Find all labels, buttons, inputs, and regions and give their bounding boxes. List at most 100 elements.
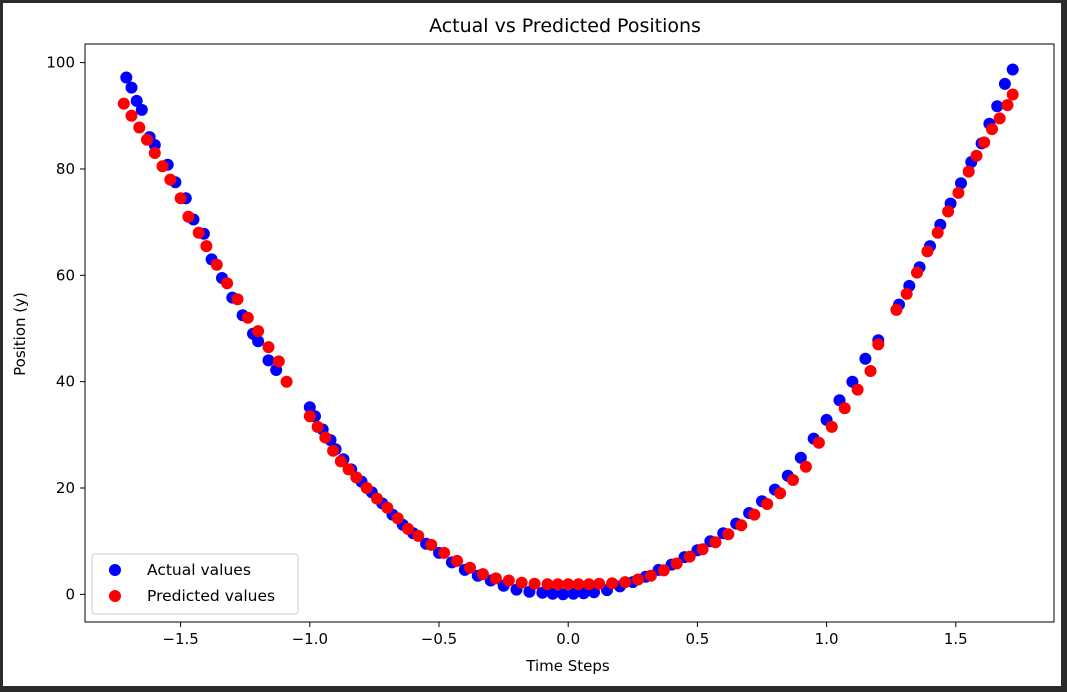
- predicted-point: [252, 325, 265, 338]
- predicted-point: [391, 512, 404, 525]
- predicted-point: [900, 287, 913, 300]
- actual-point: [303, 401, 316, 414]
- predicted-point: [528, 577, 541, 590]
- predicted-point: [371, 492, 383, 505]
- predicted-point: [582, 578, 595, 591]
- predicted-point: [350, 471, 363, 484]
- actual-point: [262, 354, 275, 367]
- y-tick-label: 60: [56, 266, 75, 284]
- x-tick-label: −0.5: [421, 630, 457, 648]
- predicted-point: [476, 568, 489, 581]
- x-tick-label: −1.5: [162, 630, 198, 648]
- predicted-point: [593, 577, 606, 590]
- predicted-point: [864, 365, 877, 377]
- predicted-point: [125, 109, 138, 122]
- predicted-point: [334, 455, 347, 468]
- actual-point: [991, 100, 1004, 113]
- predicted-point: [572, 578, 585, 591]
- actual-point: [120, 71, 133, 84]
- predicted-point: [722, 528, 735, 541]
- predicted-point: [683, 550, 696, 563]
- legend-marker-predicted: [109, 590, 121, 602]
- predicted-point: [606, 577, 619, 590]
- actual-point: [998, 77, 1011, 90]
- predicted-point: [425, 538, 438, 551]
- predicted-point: [670, 557, 683, 570]
- predicted-point: [942, 205, 955, 218]
- y-axis-label: Position (y): [11, 292, 29, 376]
- predicted-point: [644, 569, 657, 582]
- figure-canvas: Actual vs Predicted Positions −1.5 −1.0 −0…: [3, 3, 1061, 686]
- predicted-point: [799, 460, 812, 473]
- x-tick-label: 0.5: [685, 630, 709, 648]
- actual-point: [794, 451, 807, 464]
- predicted-point: [562, 578, 575, 591]
- predicted-point: [1001, 99, 1014, 112]
- x-tick-label: 1.5: [944, 630, 968, 648]
- predicted-point: [164, 173, 177, 186]
- predicted-point: [735, 519, 748, 532]
- predicted-point: [182, 210, 195, 223]
- predicted-point: [464, 561, 476, 574]
- x-tick-label: 1.0: [815, 630, 839, 648]
- predicted-point: [156, 160, 169, 173]
- predicted-point: [911, 266, 923, 279]
- predicted-point: [761, 498, 774, 510]
- predicted-point: [451, 554, 464, 567]
- predicted-point: [787, 474, 799, 486]
- legend-marker-actual: [109, 564, 121, 576]
- predicted-point: [133, 121, 146, 134]
- predicted-point: [148, 147, 161, 159]
- actual-point: [955, 177, 967, 190]
- series-predicted: [117, 88, 1019, 591]
- predicted-point: [262, 341, 275, 354]
- predicted-point: [502, 574, 515, 587]
- plot-area-border: [84, 43, 1055, 623]
- predicted-point: [381, 501, 394, 514]
- predicted-point: [696, 543, 709, 556]
- predicted-point: [402, 522, 414, 535]
- legend-box: [91, 553, 299, 615]
- x-tick-label: −1.0: [292, 630, 328, 648]
- actual-point: [125, 81, 138, 94]
- predicted-point: [241, 311, 254, 324]
- predicted-point: [551, 578, 564, 591]
- y-tick-label: 80: [56, 160, 75, 178]
- actual-point: [859, 352, 872, 365]
- predicted-point: [342, 463, 355, 476]
- predicted-point: [774, 487, 787, 500]
- actual-point: [557, 588, 569, 601]
- predicted-point: [825, 420, 838, 433]
- predicted-point: [632, 573, 644, 586]
- chart-title: Actual vs Predicted Positions: [429, 15, 701, 37]
- legend: Actual values Predicted values: [91, 553, 299, 615]
- actual-point: [546, 587, 559, 600]
- predicted-point: [931, 226, 944, 239]
- predicted-point: [174, 192, 187, 205]
- actual-point: [577, 587, 590, 600]
- predicted-point: [986, 123, 998, 136]
- predicted-point: [221, 277, 234, 290]
- scatter-chart: Actual vs Predicted Positions −1.5 −1.0 −0…: [11, 15, 1055, 675]
- legend-label-actual: Actual values: [147, 561, 251, 579]
- predicted-point: [952, 186, 965, 199]
- predicted-point: [993, 112, 1006, 125]
- actual-point: [1006, 63, 1019, 76]
- actual-point: [567, 587, 580, 600]
- predicted-point: [438, 546, 451, 559]
- actual-point: [130, 94, 143, 107]
- x-axis-label: Time Steps: [525, 657, 610, 675]
- x-axis: −1.5 −1.0 −0.5 0.0 0.5 1.0 1.5: [162, 622, 968, 648]
- predicted-point: [319, 431, 332, 444]
- predicted-point: [812, 436, 825, 449]
- y-tick-label: 40: [56, 373, 75, 391]
- predicted-point: [1006, 88, 1019, 101]
- predicted-point: [280, 375, 293, 388]
- y-tick-label: 20: [56, 479, 75, 497]
- actual-point: [135, 103, 148, 116]
- predicted-point: [541, 578, 554, 591]
- x-tick-label: 0.0: [556, 630, 580, 648]
- predicted-point: [851, 383, 864, 396]
- predicted-point: [619, 576, 632, 589]
- predicted-point: [272, 355, 285, 368]
